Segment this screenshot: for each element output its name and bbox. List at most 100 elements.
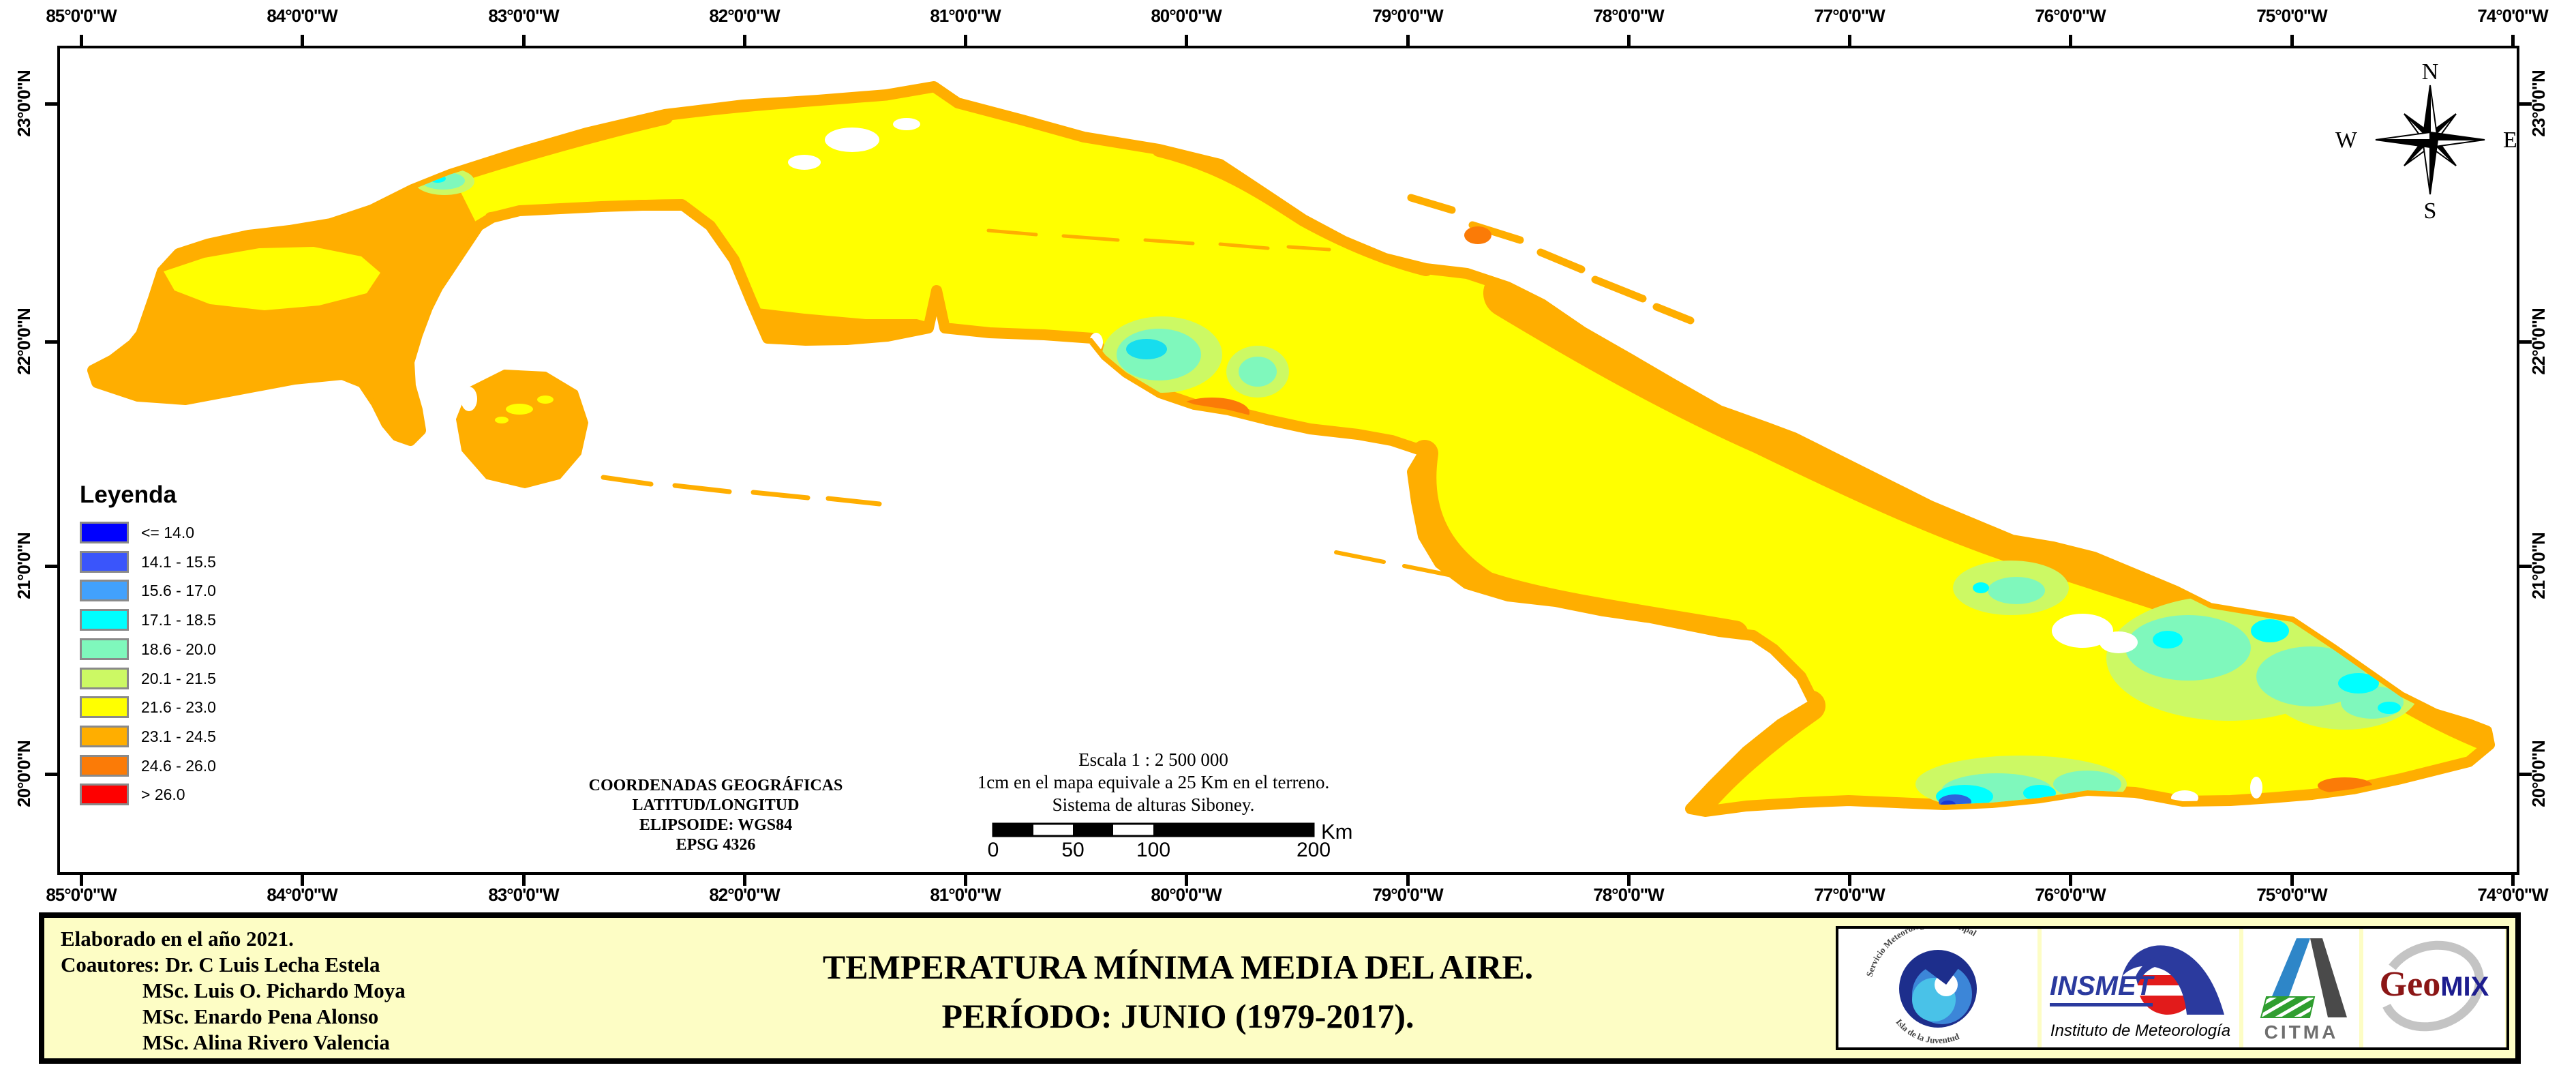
scale-ratio: Escala 1 : 2 500 000: [1078, 749, 1228, 770]
legend-label: 24.6 - 26.0: [141, 756, 216, 775]
legend-swatch: [80, 609, 129, 631]
map-title-line1: TEMPERATURA MÍNIMA MEDIA DEL AIRE.: [822, 948, 1534, 986]
projection-line: COORDENADAS GEOGRÁFICAS: [588, 777, 843, 794]
lon-label-bottom: 74°0'0"W: [2477, 884, 2548, 905]
credit-line: MSc. Enardo Pena Alonso: [142, 1004, 379, 1028]
compass-west-label: W: [2335, 128, 2358, 153]
legend-label: <= 14.0: [141, 524, 195, 541]
legend-swatch: [80, 784, 129, 806]
legend-swatch: [80, 696, 129, 719]
citma-triangle-icon: [2260, 938, 2347, 1018]
lon-tick-top: [1848, 35, 1851, 46]
lat-tick-left: [45, 340, 57, 344]
lon-tick-top: [1627, 35, 1631, 46]
citma-name: CITMA: [2264, 1021, 2339, 1043]
lon-label-top: 74°0'0"W: [2477, 5, 2548, 26]
scale-equivalence: 1cm en el mapa equivale a 25 Km en el te…: [977, 772, 1330, 792]
legend-label: 15.6 - 17.0: [141, 582, 216, 600]
lon-label-bottom: 84°0'0"W: [267, 884, 337, 905]
municipal-swirl-icon: Servicio Meteorológico Municipal Isla de…: [1864, 929, 1979, 1045]
lon-label-bottom: 82°0'0"W: [709, 884, 780, 905]
legend-label: 20.1 - 21.5: [141, 669, 216, 687]
map-title-line2: PERÍODO: JUNIO (1979-2017).: [941, 997, 1414, 1035]
credit-line: Coautores: Dr. C Luis Lecha Estela: [61, 953, 380, 976]
lon-label-bottom: 75°0'0"W: [2256, 884, 2327, 905]
lat-tick-left: [45, 773, 57, 776]
legend-swatch: [80, 667, 129, 689]
height-system: Sistema de alturas Siboney.: [1052, 794, 1255, 815]
lat-tick-right: [2519, 340, 2532, 344]
credit-line: MSc. Alina Rivero Valencia: [142, 1030, 390, 1054]
lon-tick-bottom: [1627, 875, 1631, 886]
lon-tick-bottom: [743, 875, 746, 886]
legend-label: 14.1 - 15.5: [141, 552, 216, 571]
legend-label: 23.1 - 24.5: [141, 727, 216, 745]
insmet-subtitle: Instituto de Meteorología: [2050, 1021, 2231, 1040]
map-frame: [57, 46, 2519, 875]
lon-label-top: 78°0'0"W: [1593, 5, 1664, 26]
lon-tick-top: [301, 35, 304, 46]
insmet-wave-icon: [2122, 945, 2224, 1015]
lat-label-right: 22°0'0"N: [2528, 308, 2549, 375]
lat-tick-right: [2519, 565, 2532, 568]
insmet-name: INSMET: [2050, 971, 2153, 1006]
cay-hotspot: [1464, 226, 1491, 244]
compass-south-label: S: [2424, 198, 2437, 224]
logo-strip: Servicio Meteorológico Municipal Isla de…: [1836, 926, 2509, 1050]
lon-label-bottom: 85°0'0"W: [46, 884, 117, 905]
lon-tick-bottom: [80, 875, 83, 886]
lon-tick-bottom: [2511, 875, 2515, 886]
lon-tick-top: [80, 35, 83, 46]
lat-tick-right: [2519, 773, 2532, 776]
lon-tick-top: [2511, 35, 2515, 46]
lat-label-left: 20°0'0"N: [14, 741, 34, 807]
map-title: TEMPERATURA MÍNIMA MEDIA DEL AIRE. PERÍO…: [755, 942, 1601, 1041]
municipal-logo: Servicio Meteorológico Municipal Isla de…: [1838, 929, 2037, 1047]
scale-number: 100: [1136, 839, 1171, 861]
lat-label-right: 20°0'0"N: [2528, 741, 2549, 807]
geomix-name: GeoMIX: [2363, 964, 2505, 1004]
lat-label-right: 21°0'0"N: [2528, 533, 2549, 599]
isla-de-la-juventud: [456, 370, 588, 488]
legend-label: 21.6 - 23.0: [141, 698, 216, 717]
lon-tick-top: [1406, 35, 1410, 46]
lon-label-top: 77°0'0"W: [1814, 5, 1885, 26]
geomix-geo: Geo: [2379, 965, 2441, 1004]
scale-bar: [992, 822, 1315, 837]
lon-label-bottom: 77°0'0"W: [1814, 884, 1885, 905]
legend-swatch: [80, 550, 129, 573]
lon-tick-top: [1185, 35, 1188, 46]
geomix-mix: MIX: [2440, 972, 2489, 1002]
projection-line: LATITUD/LONGITUD: [632, 796, 800, 814]
projection-info: COORDENADAS GEOGRÁFICAS LATITUD/LONGITUD…: [511, 776, 920, 855]
lon-label-top: 75°0'0"W: [2256, 5, 2327, 26]
legend-label: > 26.0: [141, 786, 185, 804]
lon-label-top: 81°0'0"W: [930, 5, 1001, 26]
legend-swatch: [80, 580, 129, 602]
legend-swatch: [80, 638, 129, 660]
legend-label: 18.6 - 20.0: [141, 640, 216, 658]
lon-tick-bottom: [1848, 875, 1851, 886]
legend-swatch: [80, 754, 129, 777]
lat-label-left: 22°0'0"N: [14, 308, 34, 375]
lon-tick-bottom: [2069, 875, 2072, 886]
lon-tick-top: [2290, 35, 2294, 46]
lon-label-bottom: 80°0'0"W: [1151, 884, 1222, 905]
citma-logo: CITMA: [2243, 929, 2359, 1047]
credit-line: MSc. Luis O. Pichardo Moya: [142, 979, 406, 1002]
legend-swatch: [80, 522, 129, 543]
compass-east-label: E: [2503, 128, 2517, 153]
scale-text-block: Escala 1 : 2 500 000 1cm en el mapa equi…: [935, 749, 1372, 816]
insmet-logo: INSMET Instituto de Meteorología: [2042, 929, 2239, 1047]
lon-tick-bottom: [964, 875, 967, 886]
lon-label-top: 85°0'0"W: [46, 5, 117, 26]
lon-label-top: 82°0'0"W: [709, 5, 780, 26]
lat-label-left: 23°0'0"N: [14, 70, 34, 137]
lat-label-left: 21°0'0"N: [14, 533, 34, 599]
geomix-logo: GeoMIX: [2363, 929, 2505, 1047]
lon-tick-bottom: [1406, 875, 1410, 886]
lat-tick-left: [45, 565, 57, 568]
lon-tick-bottom: [1185, 875, 1188, 886]
lon-label-top: 84°0'0"W: [267, 5, 337, 26]
